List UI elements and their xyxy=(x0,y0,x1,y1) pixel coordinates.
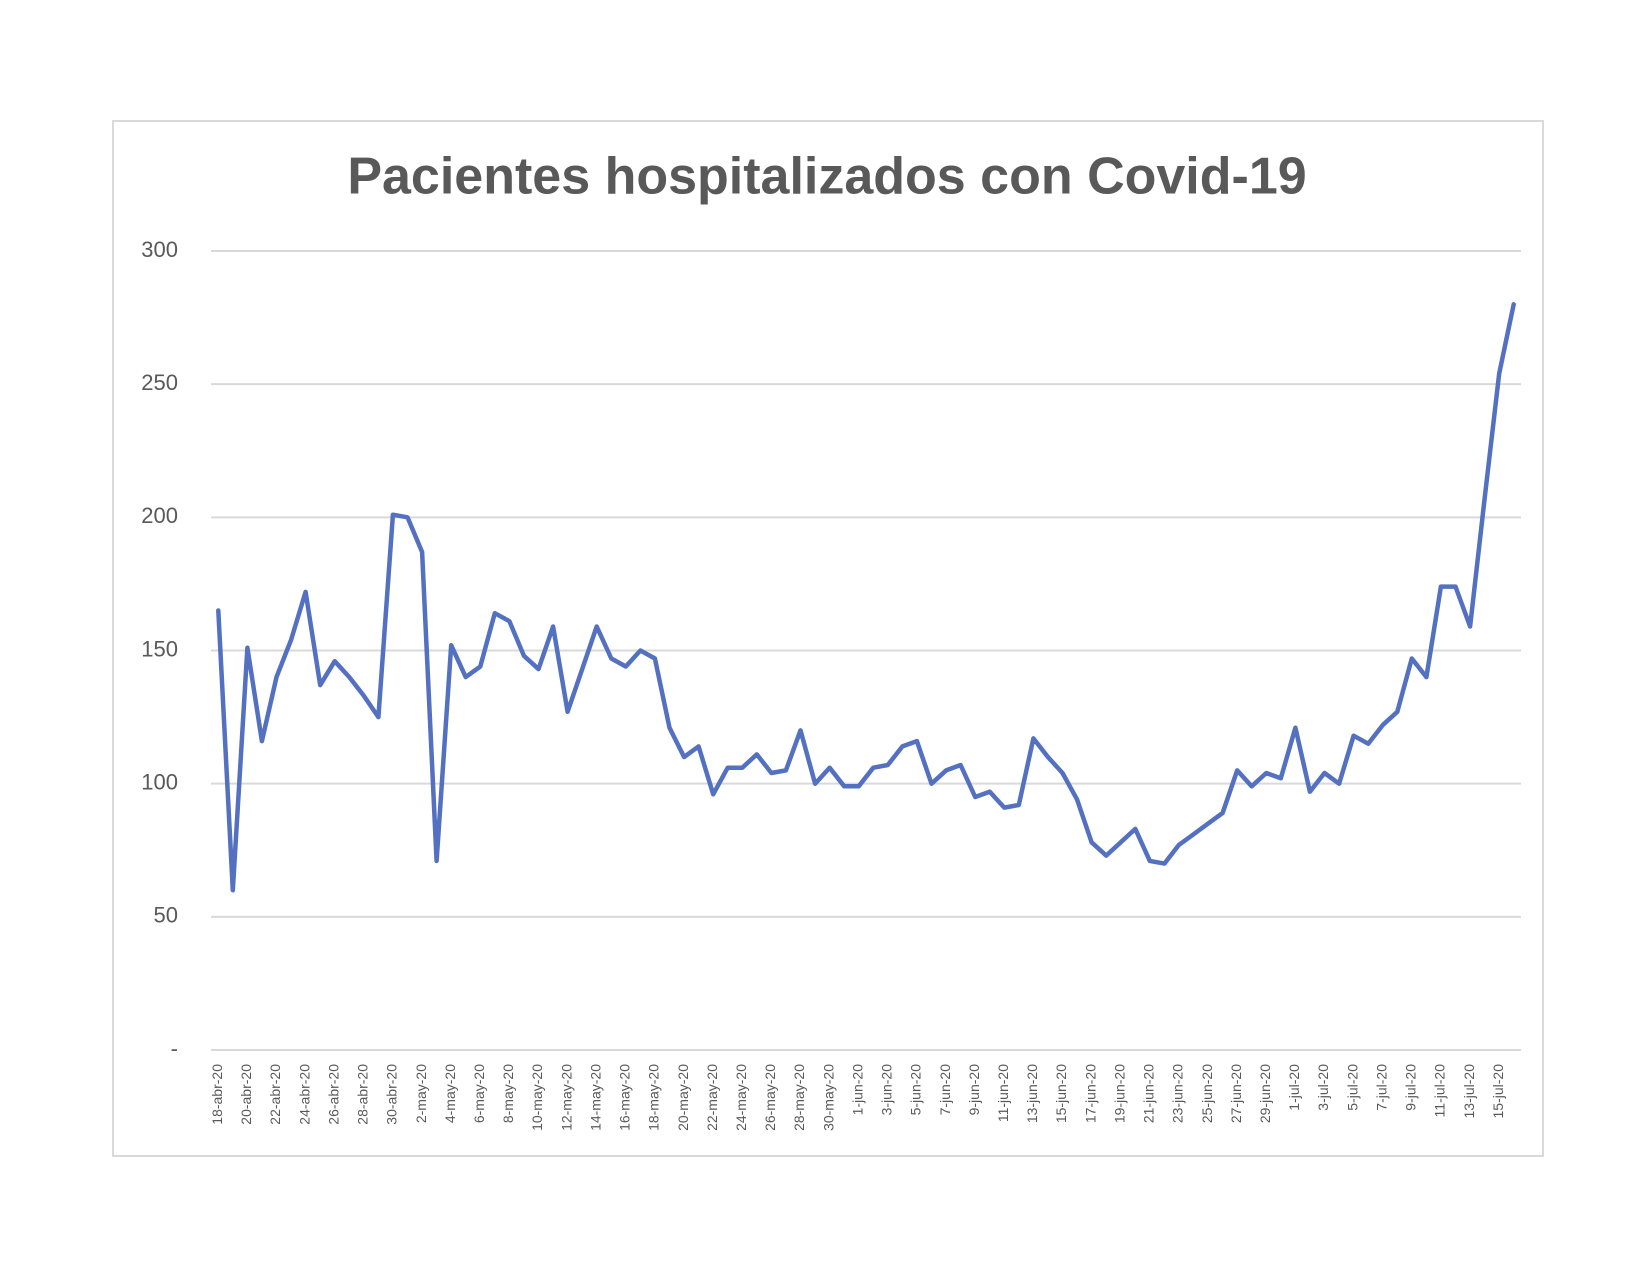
x-tick-label: 28-may-20 xyxy=(791,1064,807,1131)
x-tick-label: 12-may-20 xyxy=(558,1064,574,1131)
y-tick-label: 200 xyxy=(141,503,178,528)
x-tick-label: 15-jul-20 xyxy=(1490,1064,1506,1119)
x-tick-label: 21-jun-20 xyxy=(1141,1064,1157,1123)
x-tick-label: 17-jun-20 xyxy=(1082,1064,1098,1123)
x-tick-label: 3-jul-20 xyxy=(1315,1064,1331,1111)
y-tick-label: 100 xyxy=(141,769,178,794)
x-tick-label: 23-jun-20 xyxy=(1170,1064,1186,1123)
x-tick-label: 22-abr-20 xyxy=(267,1064,283,1125)
x-tick-label: 14-may-20 xyxy=(587,1064,603,1131)
x-tick-label: 30-abr-20 xyxy=(384,1064,400,1125)
x-tick-label: 7-jul-20 xyxy=(1373,1064,1389,1111)
chart-title: Pacientes hospitalizados con Covid-19 xyxy=(347,148,1306,206)
x-tick-label: 16-may-20 xyxy=(617,1064,633,1131)
x-tick-label: 5-jun-20 xyxy=(908,1064,924,1116)
x-tick-label: 19-jun-20 xyxy=(1111,1064,1127,1123)
x-tick-label: 25-jun-20 xyxy=(1199,1064,1215,1123)
x-tick-label: 5-jul-20 xyxy=(1344,1064,1360,1111)
x-tick-label: 26-abr-20 xyxy=(325,1064,341,1125)
x-tick-label: 20-may-20 xyxy=(675,1064,691,1131)
x-tick-label: 28-abr-20 xyxy=(355,1064,371,1125)
x-tick-label: 13-jul-20 xyxy=(1461,1064,1477,1119)
x-tick-label: 18-may-20 xyxy=(646,1064,662,1131)
x-tick-label: 9-jul-20 xyxy=(1403,1064,1419,1111)
x-tick-label: 22-may-20 xyxy=(704,1064,720,1131)
x-tick-label: 3-jun-20 xyxy=(879,1064,895,1116)
data-line xyxy=(216,302,1516,893)
x-tick-label: 26-may-20 xyxy=(762,1064,778,1131)
y-tick-label: 150 xyxy=(141,636,178,661)
x-tick-label: 15-jun-20 xyxy=(1053,1064,1069,1123)
x-tick-label: 10-may-20 xyxy=(529,1064,545,1131)
x-tick-label: 2-may-20 xyxy=(413,1064,429,1123)
y-tick-label: 250 xyxy=(141,370,178,395)
x-tick-label: 6-may-20 xyxy=(471,1064,487,1123)
x-tick-label: 18-abr-20 xyxy=(209,1064,225,1125)
x-tick-label: 1-jun-20 xyxy=(849,1064,865,1116)
x-tick-label: 30-may-20 xyxy=(820,1064,836,1131)
x-tick-label: 29-jun-20 xyxy=(1257,1064,1273,1123)
x-tick-label: 11-jul-20 xyxy=(1432,1064,1448,1118)
x-tick-label: 7-jun-20 xyxy=(937,1064,953,1116)
x-tick-label: 13-jun-20 xyxy=(1024,1064,1040,1123)
x-tick-label: 11-jun-20 xyxy=(995,1064,1011,1122)
y-tick-label: 300 xyxy=(141,237,178,262)
x-tick-label: 1-jul-20 xyxy=(1286,1064,1302,1111)
chart-frame xyxy=(112,120,1544,1157)
x-tick-label: 27-jun-20 xyxy=(1228,1064,1244,1123)
y-tick-label: - xyxy=(171,1036,178,1061)
x-tick-label: 9-jun-20 xyxy=(966,1064,982,1116)
x-tick-label: 8-may-20 xyxy=(500,1064,516,1123)
x-tick-label: 20-abr-20 xyxy=(238,1064,254,1125)
x-tick-label: 24-abr-20 xyxy=(296,1064,312,1125)
y-tick-label: 50 xyxy=(154,903,178,928)
x-tick-label: 24-may-20 xyxy=(733,1064,749,1131)
x-tick-label: 4-may-20 xyxy=(442,1064,458,1123)
